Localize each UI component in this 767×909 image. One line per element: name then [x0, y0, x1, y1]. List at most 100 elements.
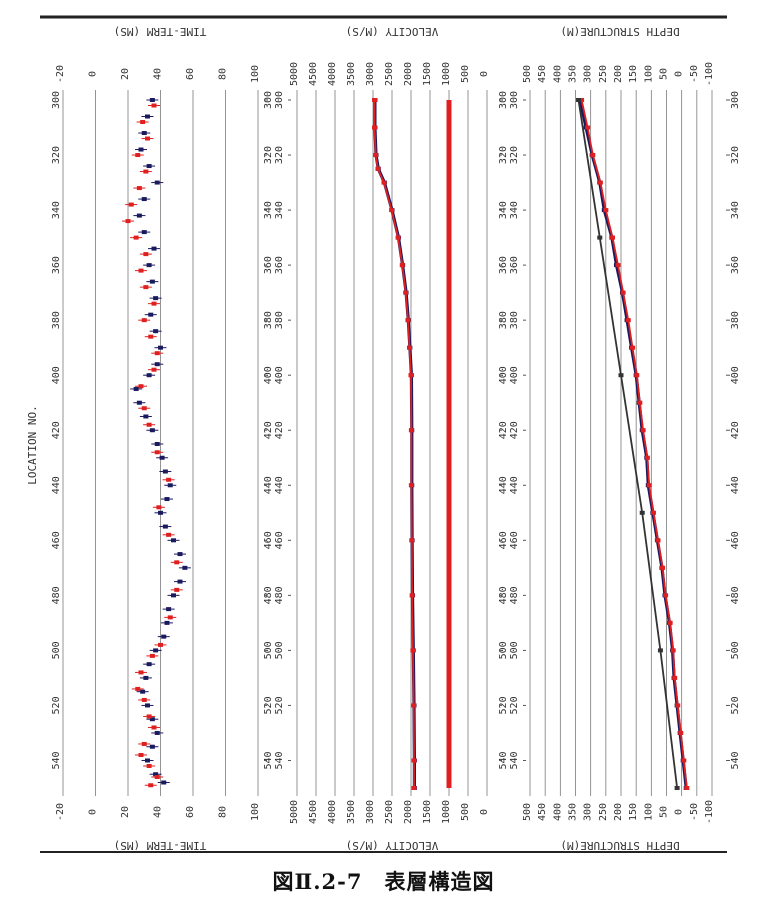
location-tick-label: 360	[498, 256, 509, 274]
location-tick-label: 400	[274, 366, 285, 384]
data-point	[681, 758, 687, 763]
data-point	[154, 450, 160, 455]
data-point	[146, 662, 152, 667]
value-tick-label-top: 3000	[365, 62, 376, 86]
location-tick-label: 380	[509, 311, 520, 329]
data-point	[372, 98, 378, 102]
data-point	[389, 208, 395, 213]
value-tick-label-top: 0	[88, 71, 99, 77]
location-tick-label: 300	[509, 91, 520, 109]
location-tick-label: 500	[263, 641, 274, 659]
data-point	[166, 532, 172, 537]
data-point	[171, 538, 176, 543]
value-tick-label-bottom: 3000	[365, 800, 376, 824]
location-tick-label: 540	[509, 751, 520, 769]
data-point	[151, 103, 157, 108]
data-point	[136, 186, 142, 191]
location-tick-label: 440	[274, 476, 285, 494]
data-point	[399, 263, 405, 268]
data-point	[579, 98, 585, 102]
data-point	[174, 560, 180, 565]
value-tick-label-bottom: 0	[88, 809, 99, 815]
data-point	[159, 455, 165, 460]
location-tick-label: 520	[51, 696, 62, 714]
location-tick-label: 400	[730, 366, 741, 384]
panel-title-top: VELOCITY (M/S)	[346, 25, 439, 38]
data-point	[154, 351, 160, 356]
value-tick-label-bottom: -50	[689, 803, 700, 821]
data-point	[576, 98, 582, 102]
data-point	[141, 318, 147, 323]
location-tick-label: 540	[274, 751, 285, 769]
data-point	[660, 565, 666, 570]
data-point	[162, 469, 168, 474]
data-point	[146, 164, 152, 169]
data-point	[146, 763, 152, 768]
value-tick-label-bottom: 80	[218, 806, 229, 818]
data-point	[148, 312, 154, 317]
value-tick-label-bottom: 200	[613, 803, 624, 821]
data-point	[148, 334, 154, 339]
data-point	[585, 125, 591, 130]
location-tick-label: 380	[730, 311, 741, 329]
location-tick-label: 480	[498, 586, 509, 604]
data-point	[138, 147, 144, 152]
value-tick-label-top: 1000	[441, 62, 452, 86]
value-tick-label-top: -20	[55, 65, 66, 83]
data-point	[140, 689, 146, 694]
data-point	[597, 180, 603, 185]
series-line	[580, 99, 688, 789]
location-tick-label: 300	[274, 91, 285, 109]
data-point	[174, 587, 180, 592]
data-point	[141, 741, 147, 746]
data-point	[158, 642, 163, 647]
data-point	[411, 786, 417, 790]
value-tick-label-bottom: 100	[643, 803, 654, 821]
value-tick-label-top: 4500	[308, 62, 319, 86]
data-point	[141, 230, 147, 235]
value-tick-label-bottom: 500	[460, 803, 471, 821]
data-point	[164, 497, 170, 502]
data-point	[590, 153, 596, 158]
value-tick-label-top: 40	[153, 68, 164, 80]
location-tick-label: 300	[51, 91, 62, 109]
data-point	[674, 786, 680, 790]
data-point	[639, 510, 645, 515]
data-point	[146, 263, 152, 268]
location-tick-label: 440	[263, 476, 274, 494]
data-point	[154, 180, 160, 185]
data-point	[672, 675, 678, 680]
data-point	[143, 414, 149, 419]
data-point	[405, 318, 411, 323]
data-point	[140, 120, 146, 125]
location-tick-label: 360	[509, 256, 520, 274]
location-tick-label: 520	[498, 696, 509, 714]
data-point	[650, 510, 656, 515]
data-point	[657, 648, 663, 653]
data-point	[136, 213, 142, 218]
data-point	[145, 114, 150, 119]
data-point	[171, 593, 176, 598]
value-tick-label-bottom: 500	[522, 803, 533, 821]
data-point	[143, 169, 149, 174]
data-point	[177, 579, 183, 584]
location-tick-label: 320	[51, 146, 62, 164]
data-point	[678, 730, 684, 735]
data-point	[381, 180, 387, 185]
data-point	[667, 620, 673, 625]
data-point	[141, 406, 147, 411]
data-point	[125, 219, 131, 224]
value-tick-label-top: 20	[120, 68, 131, 80]
value-tick-label-bottom: 40	[153, 806, 164, 818]
value-tick-label-top: 450	[537, 65, 548, 83]
location-tick-label: 460	[51, 531, 62, 549]
data-point	[166, 607, 172, 612]
data-point	[162, 524, 168, 529]
location-tick-label: 360	[730, 256, 741, 274]
data-point	[675, 703, 681, 708]
data-point	[154, 730, 160, 735]
location-tick-label: 420	[509, 421, 520, 439]
value-tick-label-top: -50	[689, 65, 700, 83]
value-tick-label-top: 150	[628, 65, 639, 83]
data-point	[145, 758, 150, 763]
